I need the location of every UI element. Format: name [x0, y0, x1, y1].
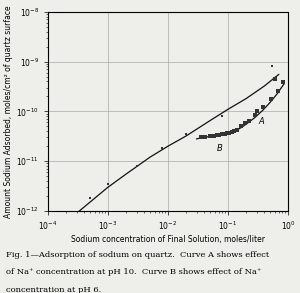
X-axis label: Sodium concentration of Final Solution, moles/liter: Sodium concentration of Final Solution, …: [71, 235, 265, 244]
Point: [160, 146, 165, 151]
Point: [276, 88, 280, 93]
Point: [227, 130, 232, 135]
Point: [231, 129, 236, 134]
Point: [64, 220, 68, 224]
Point: [203, 135, 208, 139]
Point: [260, 105, 265, 110]
Point: [272, 76, 277, 81]
Point: [242, 121, 247, 125]
Point: [254, 109, 259, 114]
Point: [212, 134, 216, 138]
Point: [222, 132, 227, 137]
Text: concentration at pH 6.: concentration at pH 6.: [6, 286, 101, 293]
Point: [238, 124, 243, 129]
Point: [134, 163, 139, 168]
Point: [208, 134, 212, 139]
Point: [106, 182, 110, 186]
Text: A: A: [258, 117, 264, 126]
Point: [252, 113, 257, 117]
Point: [214, 133, 219, 138]
Point: [268, 96, 273, 101]
Text: B: B: [217, 144, 223, 153]
Point: [217, 133, 222, 137]
Point: [246, 118, 251, 123]
Point: [220, 132, 225, 137]
Point: [220, 114, 225, 118]
Point: [224, 131, 229, 136]
Point: [88, 196, 92, 201]
Point: [198, 135, 203, 140]
Point: [280, 80, 285, 85]
Point: [270, 64, 275, 69]
Text: Fig. 1—Adsorption of sodium on quartz.  Curve A shows effect: Fig. 1—Adsorption of sodium on quartz. C…: [6, 251, 269, 258]
Point: [184, 132, 188, 137]
Point: [229, 130, 234, 134]
Text: of Na⁺ concentration at pH 10.  Curve B shows effect of Na⁺: of Na⁺ concentration at pH 10. Curve B s…: [6, 268, 261, 276]
Y-axis label: Amount Sodium Adsorbed, moles/cm² of quartz surface: Amount Sodium Adsorbed, moles/cm² of qua…: [4, 5, 14, 218]
Point: [234, 127, 239, 132]
